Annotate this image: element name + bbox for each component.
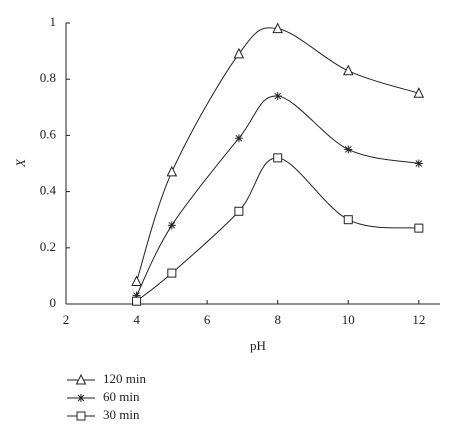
- legend-label: 60 min: [103, 389, 140, 404]
- marker: [414, 159, 423, 168]
- triangle: [75, 373, 87, 385]
- y-tick-label: 0.2: [40, 239, 56, 254]
- square: [273, 153, 283, 163]
- marker: [344, 145, 353, 154]
- legend-label: 30 min: [103, 407, 140, 422]
- marker: [233, 47, 245, 59]
- marker: [166, 165, 178, 177]
- asterisk-stroke: [168, 221, 176, 229]
- marker: [413, 87, 425, 98]
- y-tick-label: 0: [50, 295, 57, 310]
- marker: [234, 134, 243, 143]
- square: [234, 206, 244, 216]
- x-tick-label: 10: [342, 312, 355, 327]
- x-tick-label: 12: [412, 312, 425, 327]
- square: [76, 411, 86, 421]
- y-tick-label: 1: [50, 14, 57, 29]
- square: [414, 223, 424, 233]
- marker: [342, 64, 354, 76]
- marker: [272, 22, 284, 34]
- square: [132, 296, 142, 306]
- x-tick-label: 4: [133, 312, 140, 327]
- x-tick-label: 8: [274, 312, 281, 327]
- marker: [75, 373, 87, 385]
- marker: [167, 221, 176, 230]
- marker: [273, 92, 282, 101]
- asterisk-stroke: [344, 146, 352, 153]
- marker: [76, 411, 86, 421]
- marker: [234, 206, 244, 216]
- asterisk-stroke: [274, 92, 282, 100]
- series-line: [136, 157, 419, 302]
- marker: [131, 275, 142, 287]
- triangle: [233, 47, 245, 59]
- marker: [132, 296, 142, 306]
- asterisk-stroke: [235, 134, 243, 142]
- marker: [414, 223, 424, 233]
- triangle: [272, 22, 284, 34]
- triangle: [413, 87, 425, 98]
- x-axis-label: pH: [250, 338, 266, 353]
- y-tick-label: 0.4: [40, 183, 57, 198]
- y-axis-label: X: [13, 158, 28, 168]
- series-line: [136, 95, 419, 296]
- triangle: [166, 165, 178, 177]
- x-tick-label: 2: [63, 312, 70, 327]
- asterisk-stroke: [415, 160, 423, 167]
- triangle: [131, 275, 142, 287]
- y-tick-label: 0.8: [40, 70, 56, 85]
- square: [167, 268, 177, 278]
- legend-label: 120 min: [103, 371, 146, 386]
- x-tick-label: 6: [204, 312, 211, 327]
- marker: [167, 268, 177, 278]
- asterisk-stroke: [77, 394, 85, 402]
- marker: [77, 394, 85, 402]
- square: [343, 215, 353, 225]
- triangle: [342, 64, 354, 76]
- y-tick-label: 0.6: [40, 126, 57, 141]
- marker: [273, 153, 283, 163]
- marker: [343, 215, 353, 225]
